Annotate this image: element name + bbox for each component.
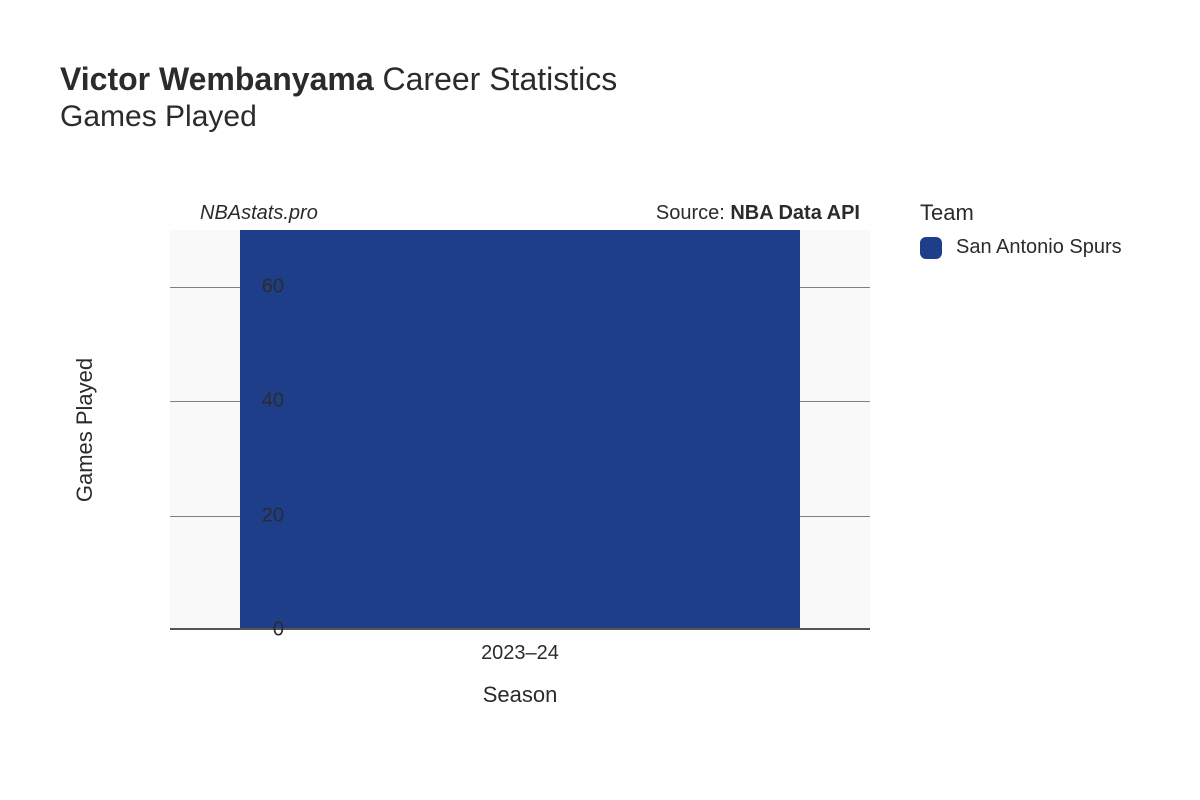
legend-items: San Antonio Spurs <box>920 236 1122 259</box>
legend-item: San Antonio Spurs <box>920 236 1122 259</box>
source-attribution: Source: NBA Data API <box>656 202 860 225</box>
x-tick-label: 2023–24 <box>481 642 559 665</box>
legend-swatch <box>920 237 942 259</box>
watermark-text: NBAstats.pro <box>200 202 318 225</box>
y-tick-label: 40 <box>224 390 284 413</box>
title-line-1: Victor Wembanyama Career Statistics <box>60 60 617 98</box>
source-prefix: Source: <box>656 202 730 224</box>
legend-title: Team <box>920 200 1122 226</box>
legend-label: San Antonio Spurs <box>956 236 1122 259</box>
y-axis-title: Games Played <box>72 358 98 502</box>
y-tick-label: 20 <box>224 504 284 527</box>
title-block: Victor Wembanyama Career Statistics Game… <box>60 60 617 134</box>
legend: Team San Antonio Spurs <box>920 200 1122 265</box>
source-name: NBA Data API <box>730 202 860 224</box>
y-tick-label: 0 <box>224 619 284 642</box>
chart-container: Victor Wembanyama Career Statistics Game… <box>0 0 1200 800</box>
chart-area: NBAstats.pro Source: NBA Data API Games … <box>60 190 900 700</box>
x-axis-title: Season <box>483 682 558 708</box>
title-suffix: Career Statistics <box>383 61 618 97</box>
player-name: Victor Wembanyama <box>60 61 374 97</box>
y-tick-label: 60 <box>224 276 284 299</box>
bar <box>240 230 800 630</box>
title-subtitle: Games Played <box>60 100 617 134</box>
